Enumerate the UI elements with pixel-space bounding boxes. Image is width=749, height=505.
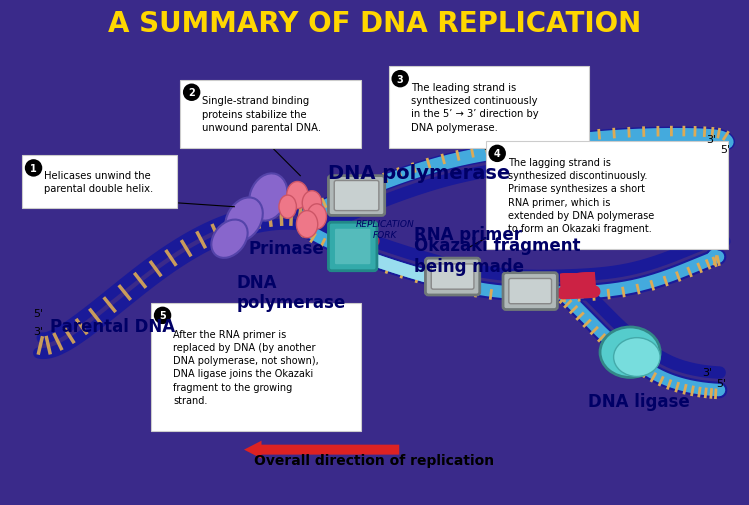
Ellipse shape xyxy=(307,205,327,230)
Text: 5': 5' xyxy=(720,144,730,154)
Text: REPLICATION
FORK: REPLICATION FORK xyxy=(356,220,414,239)
Ellipse shape xyxy=(211,220,248,259)
FancyBboxPatch shape xyxy=(431,265,474,289)
Text: 3': 3' xyxy=(34,326,43,336)
Text: The lagging strand is
synthesized discontinuously.
Primase synthesizes a short
R: The lagging strand is synthesized discon… xyxy=(508,158,654,234)
FancyBboxPatch shape xyxy=(389,67,589,148)
Text: 1: 1 xyxy=(30,164,37,174)
Circle shape xyxy=(25,160,42,177)
Ellipse shape xyxy=(279,195,297,219)
Ellipse shape xyxy=(613,338,660,377)
FancyBboxPatch shape xyxy=(334,229,371,266)
Text: 5': 5' xyxy=(716,378,727,388)
Text: After the RNA primer is
replaced by DNA (by another
DNA polymerase, not shown),
: After the RNA primer is replaced by DNA … xyxy=(173,329,319,405)
Text: 3': 3' xyxy=(706,134,717,144)
Text: DNA ligase: DNA ligase xyxy=(589,392,690,410)
Ellipse shape xyxy=(600,327,660,378)
FancyBboxPatch shape xyxy=(328,223,377,271)
Text: 5': 5' xyxy=(34,309,43,319)
FancyBboxPatch shape xyxy=(334,181,379,211)
FancyArrow shape xyxy=(244,441,399,459)
FancyBboxPatch shape xyxy=(503,273,557,310)
Text: DNA
polymerase: DNA polymerase xyxy=(236,273,345,312)
Text: 3': 3' xyxy=(703,367,713,377)
Text: 4: 4 xyxy=(494,149,500,159)
Text: 3: 3 xyxy=(397,75,404,84)
Ellipse shape xyxy=(287,182,308,209)
Text: Helicases unwind the
parental double helix.: Helicases unwind the parental double hel… xyxy=(44,171,154,194)
Ellipse shape xyxy=(249,174,288,221)
Ellipse shape xyxy=(297,211,318,238)
FancyBboxPatch shape xyxy=(151,303,362,431)
FancyBboxPatch shape xyxy=(485,141,728,250)
FancyBboxPatch shape xyxy=(509,279,551,304)
Polygon shape xyxy=(309,136,727,215)
Ellipse shape xyxy=(303,191,321,216)
Text: RNA primer: RNA primer xyxy=(413,225,522,243)
Text: A SUMMARY OF DNA REPLICATION: A SUMMARY OF DNA REPLICATION xyxy=(108,10,641,38)
Text: Single-strand binding
proteins stabilize the
unwound parental DNA.: Single-strand binding proteins stabilize… xyxy=(202,96,321,132)
Text: DNA polymerase: DNA polymerase xyxy=(327,164,510,183)
Text: Overall direction of replication: Overall direction of replication xyxy=(254,452,494,467)
Text: Primase: Primase xyxy=(249,240,324,258)
FancyBboxPatch shape xyxy=(425,259,480,295)
Text: Okazaki fragment
being made: Okazaki fragment being made xyxy=(413,236,580,275)
Circle shape xyxy=(183,84,201,102)
Text: The leading strand is
synthesized continuously
in the 5’ → 3’ direction by
DNA p: The leading strand is synthesized contin… xyxy=(411,83,539,132)
Text: Parental DNA: Parental DNA xyxy=(50,317,175,335)
Circle shape xyxy=(154,307,172,324)
FancyBboxPatch shape xyxy=(328,176,385,216)
FancyBboxPatch shape xyxy=(180,80,362,148)
Circle shape xyxy=(488,145,506,163)
Ellipse shape xyxy=(225,198,263,242)
FancyBboxPatch shape xyxy=(22,156,177,208)
Text: 5: 5 xyxy=(160,311,166,321)
Text: 2: 2 xyxy=(188,88,195,98)
Circle shape xyxy=(392,71,409,88)
